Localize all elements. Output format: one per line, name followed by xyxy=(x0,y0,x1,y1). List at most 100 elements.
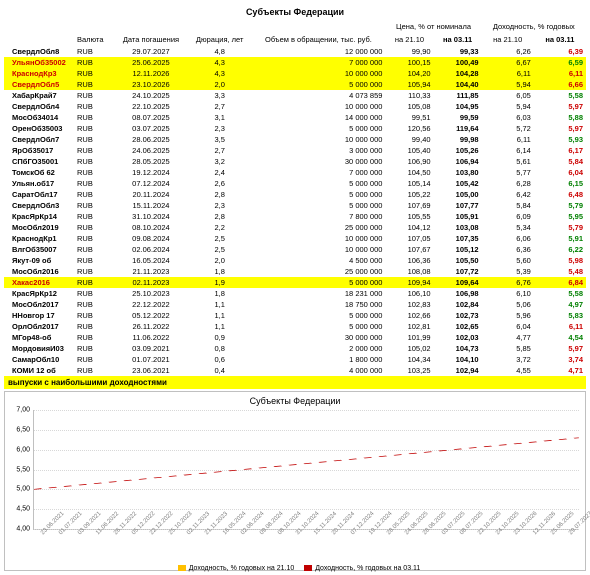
cell-p1: 105,40 xyxy=(385,145,433,156)
cell-y1: 6,14 xyxy=(482,145,534,156)
col-volume: Объем в обращении, тыс. руб. xyxy=(251,20,385,46)
cell-volume: 5 000 000 xyxy=(251,200,385,211)
table-row: Хакас2016RUB02.11.20231,95 000 000109,94… xyxy=(4,277,586,288)
cell-p1: 105,02 xyxy=(385,343,433,354)
bonds-table: Валюта Дата погашения Дюрация, лет Объем… xyxy=(4,20,586,376)
cell-y2: 6,48 xyxy=(534,189,586,200)
cell-p2: 105,00 xyxy=(434,189,482,200)
cell-duration: 1,1 xyxy=(188,299,252,310)
cell-p1: 102,81 xyxy=(385,321,433,332)
cell-currency: RUB xyxy=(74,244,114,255)
cell-y1: 6,26 xyxy=(482,46,534,57)
cell-currency: RUB xyxy=(74,134,114,145)
cell-maturity: 08.07.2025 xyxy=(114,112,188,123)
cell-name: СвердлОбл7 xyxy=(4,134,74,145)
cell-volume: 10 000 000 xyxy=(251,233,385,244)
cell-p2: 102,84 xyxy=(434,299,482,310)
table-row: СПбГО35001RUB28.05.20253,230 000 000106,… xyxy=(4,156,586,167)
page-title: Субъекты Федерации xyxy=(4,4,586,20)
table-row: СамарОбл10RUB01.07.20210,61 800 000104,3… xyxy=(4,354,586,365)
cell-name: МосОбл2016 xyxy=(4,266,74,277)
cell-p1: 106,10 xyxy=(385,288,433,299)
cell-p2: 104,28 xyxy=(434,68,482,79)
cell-p1: 100,15 xyxy=(385,57,433,68)
legend-swatch-b xyxy=(304,565,312,571)
cell-y2: 6,66 xyxy=(534,79,586,90)
cell-volume: 10 000 000 xyxy=(251,134,385,145)
cell-p1: 99,90 xyxy=(385,46,433,57)
table-row: ОренОб35003RUB03.07.20252,35 000 000120,… xyxy=(4,123,586,134)
cell-currency: RUB xyxy=(74,57,114,68)
table-row: ТомскОб 62RUB19.12.20242,47 000 000104,5… xyxy=(4,167,586,178)
cell-p1: 105,22 xyxy=(385,189,433,200)
legend-label-a: Доходность, % годовых на 21.10 xyxy=(189,565,295,572)
cell-duration: 2,8 xyxy=(188,211,252,222)
cell-name: ХабарКрай7 xyxy=(4,90,74,101)
cell-p2: 109,64 xyxy=(434,277,482,288)
cell-p2: 99,98 xyxy=(434,134,482,145)
cell-currency: RUB xyxy=(74,277,114,288)
cell-volume: 18 231 000 xyxy=(251,288,385,299)
table-row: КрасЯрКр14RUB31.10.20242,87 800 000105,5… xyxy=(4,211,586,222)
cell-y2: 5,48 xyxy=(534,266,586,277)
cell-y2: 5,97 xyxy=(534,343,586,354)
cell-name: Хакас2016 xyxy=(4,277,74,288)
cell-y1: 6,03 xyxy=(482,112,534,123)
cell-volume: 7 000 000 xyxy=(251,167,385,178)
cell-currency: RUB xyxy=(74,299,114,310)
cell-maturity: 01.07.2021 xyxy=(114,354,188,365)
cell-duration: 2,4 xyxy=(188,167,252,178)
col-p0311: на 03.11 xyxy=(434,33,482,46)
cell-duration: 1,8 xyxy=(188,288,252,299)
cell-volume: 4 073 859 xyxy=(251,90,385,101)
cell-y1: 6,42 xyxy=(482,189,534,200)
cell-p2: 106,98 xyxy=(434,288,482,299)
cell-p1: 107,69 xyxy=(385,200,433,211)
cell-y1: 4,77 xyxy=(482,332,534,343)
cell-p2: 104,10 xyxy=(434,354,482,365)
cell-y2: 4,71 xyxy=(534,365,586,376)
col-price-group: Цена, % от номинала xyxy=(385,20,481,33)
cell-currency: RUB xyxy=(74,321,114,332)
cell-name: МордовияИ03 xyxy=(4,343,74,354)
cell-currency: RUB xyxy=(74,112,114,123)
table-row: МосОбл2016RUB21.11.20231,825 000 000108,… xyxy=(4,266,586,277)
cell-p1: 106,36 xyxy=(385,255,433,266)
cell-currency: RUB xyxy=(74,310,114,321)
cell-volume: 14 000 000 xyxy=(251,112,385,123)
table-row: СвердлОбл7RUB28.06.20253,510 000 00099,4… xyxy=(4,134,586,145)
cell-p1: 105,08 xyxy=(385,101,433,112)
cell-y1: 5,34 xyxy=(482,222,534,233)
cell-maturity: 05.12.2022 xyxy=(114,310,188,321)
cell-p1: 101,99 xyxy=(385,332,433,343)
col-y2110: на 21.10 xyxy=(482,33,534,46)
cell-name: СПбГО35001 xyxy=(4,156,74,167)
table-row: МГор48-обRUB11.06.20220,930 000 000101,9… xyxy=(4,332,586,343)
cell-volume: 5 000 000 xyxy=(251,321,385,332)
cell-p2: 104,73 xyxy=(434,343,482,354)
cell-duration: 3,2 xyxy=(188,156,252,167)
cell-duration: 2,5 xyxy=(188,233,252,244)
cell-maturity: 28.05.2025 xyxy=(114,156,188,167)
col-duration: Дюрация, лет xyxy=(188,20,252,46)
cell-y1: 5,94 xyxy=(482,79,534,90)
cell-currency: RUB xyxy=(74,343,114,354)
cell-duration: 0,4 xyxy=(188,365,252,376)
cell-p1: 104,34 xyxy=(385,354,433,365)
cell-y1: 4,55 xyxy=(482,365,534,376)
cell-y2: 5,83 xyxy=(534,310,586,321)
cell-p1: 103,25 xyxy=(385,365,433,376)
cell-y2: 5,84 xyxy=(534,156,586,167)
cell-p1: 120,56 xyxy=(385,123,433,134)
cell-p1: 104,50 xyxy=(385,167,433,178)
cell-y1: 6,67 xyxy=(482,57,534,68)
cell-duration: 3,1 xyxy=(188,112,252,123)
cell-duration: 4,8 xyxy=(188,46,252,57)
cell-y1: 5,39 xyxy=(482,266,534,277)
cell-volume: 5 000 000 xyxy=(251,310,385,321)
cell-name: МосОб34014 xyxy=(4,112,74,123)
cell-y1: 5,77 xyxy=(482,167,534,178)
cell-volume: 5 000 000 xyxy=(251,277,385,288)
cell-currency: RUB xyxy=(74,211,114,222)
chart-xticks: 23.06.202101.07.202103.09.202111.06.2022… xyxy=(33,532,579,568)
